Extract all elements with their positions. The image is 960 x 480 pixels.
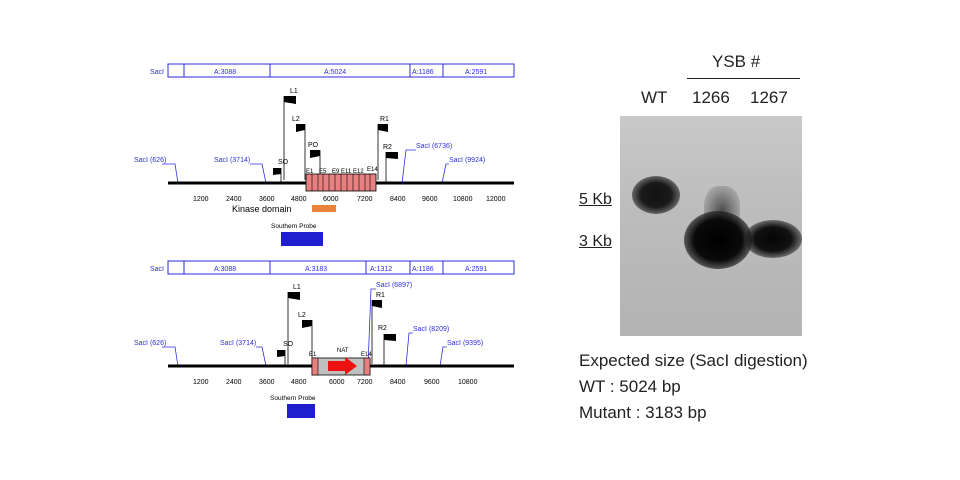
top-exon-e12: E12	[353, 169, 364, 175]
expected-size-heading: Expected size (SacI digestion)	[579, 351, 808, 370]
top-primer-l2-label: L2	[292, 116, 300, 123]
bottom-tick-9600: 9600	[424, 379, 440, 386]
gel-title: YSB #	[712, 52, 761, 71]
top-tick-3600: 3600	[259, 196, 275, 203]
bottom-probe-bar	[287, 404, 315, 418]
top-primer-po-label: PO	[308, 142, 319, 149]
top-tick-2400: 2400	[226, 196, 242, 203]
top-axis-ticks: 1200 2400 3600 4800 6000 7200 8400 9600 …	[193, 196, 506, 203]
bottom-primer-l2-label: L2	[298, 312, 306, 319]
bottom-primer-r2-label: R2	[378, 325, 387, 332]
top-header-seg-2: A:5024	[324, 69, 346, 76]
bottom-site-626: SacI (626)	[134, 340, 166, 347]
bottom-primer-r1: R1	[371, 292, 385, 364]
top-primer-so-label: SO	[278, 159, 289, 166]
marker-5kb: 5 Kb	[579, 191, 612, 208]
top-site-9924: SacI (9924)	[449, 157, 485, 164]
bottom-header-seg-1: A:3088	[214, 266, 236, 273]
bottom-tick-8400: 8400	[390, 379, 406, 386]
bottom-header-bar	[167, 260, 515, 275]
top-exon-e11: E11	[341, 169, 352, 175]
bottom-site-9395: SacI (9395)	[447, 340, 483, 347]
lane-label-1267: 1267	[750, 88, 788, 107]
top-primer-r1: R1	[377, 116, 389, 180]
bottom-tick-4800: 4800	[291, 379, 307, 386]
nat-cassette: E1 NAT E14	[309, 348, 372, 376]
bottom-map: SacI A:3088 A:3183 A:1312 A:1186 A:2591 …	[134, 260, 515, 418]
bottom-header-seg-3: A:1312	[370, 266, 392, 273]
bottom-tick-2400: 2400	[226, 379, 242, 386]
top-primer-r1-label: R1	[380, 116, 389, 123]
top-tick-10800: 10800	[453, 196, 473, 203]
top-site-6736: SacI (6736)	[416, 143, 452, 150]
nat-arrow	[328, 357, 357, 375]
top-tick-9600: 9600	[422, 196, 438, 203]
bottom-primer-so-label: SO	[283, 341, 294, 348]
top-exon-e1: E1	[306, 169, 314, 175]
bottom-header-seg-5: A:2591	[465, 266, 487, 273]
top-tick-12000: 12000	[486, 196, 506, 203]
top-primer-l1: L1	[283, 88, 298, 180]
band-1267	[744, 220, 802, 258]
top-exon-e5: E5	[319, 169, 327, 175]
bottom-primer-l1: L1	[287, 284, 301, 364]
top-primer-l1-label: L1	[290, 88, 298, 95]
top-header-sacI: SacI	[150, 69, 164, 76]
southern-blot-image	[620, 116, 802, 336]
bottom-site-6897: SacI (6897)	[376, 282, 412, 289]
bottom-tick-6000: 6000	[329, 379, 345, 386]
bottom-primer-r2: R2	[378, 325, 396, 366]
band-1266	[684, 211, 752, 269]
expected-size-wt: WT : 5024 bp	[579, 377, 681, 396]
top-primer-l2: L2	[292, 116, 306, 180]
bottom-tick-10800: 10800	[458, 379, 478, 386]
bottom-header-seg-4: A:1186	[412, 266, 434, 273]
top-header-bar	[167, 63, 515, 78]
bottom-primer-r1-label: R1	[376, 292, 385, 299]
top-site-626: SacI (626)	[134, 157, 166, 164]
top-probe-bar	[281, 232, 323, 246]
bottom-primer-l1-label: L1	[293, 284, 301, 291]
top-header-seg-4: A:2591	[465, 69, 487, 76]
kinase-domain-bar	[312, 205, 336, 212]
bottom-tick-7200: 7200	[357, 379, 373, 386]
bottom-tick-1200: 1200	[193, 379, 209, 386]
top-tick-8400: 8400	[390, 196, 406, 203]
bottom-site-3714: SacI (3714)	[220, 340, 256, 347]
bottom-exon-e14: E14	[361, 352, 372, 358]
bottom-tick-3600: 3600	[259, 379, 275, 386]
bottom-header-seg-2: A:3183	[305, 266, 327, 273]
bottom-site-8209: SacI (8209)	[413, 326, 449, 333]
top-exon-e14: E14	[367, 167, 378, 173]
gel-title-underline	[687, 78, 800, 79]
top-exon-block: E1 E5 E9 E11 E12 E14	[305, 167, 378, 192]
top-primer-r2-label: R2	[383, 144, 392, 151]
bottom-header-sacI: SacI	[150, 266, 164, 273]
top-primer-r2: R2	[383, 144, 398, 182]
band-wt	[632, 176, 680, 214]
top-header-seg-3: A:1186	[412, 69, 434, 76]
bottom-nat-label: NAT	[337, 348, 349, 354]
top-tick-6000: 6000	[323, 196, 339, 203]
bottom-primer-so: SO	[277, 341, 294, 366]
marker-3kb: 3 Kb	[579, 233, 612, 250]
bottom-primer-l2: L2	[298, 312, 313, 364]
top-header-seg-1: A:3088	[214, 69, 236, 76]
kinase-domain-label: Kinase domain	[232, 204, 292, 214]
lane-label-1266: 1266	[692, 88, 730, 107]
top-tick-1200: 1200	[193, 196, 209, 203]
top-tick-7200: 7200	[357, 196, 373, 203]
bottom-axis-ticks: 1200 2400 3600 4800 6000 7200 8400 9600 …	[193, 379, 478, 386]
top-site-3714: SacI (3714)	[214, 157, 250, 164]
top-tick-4800: 4800	[291, 196, 307, 203]
expected-size-mutant: Mutant : 3183 bp	[579, 403, 707, 422]
bottom-exon-e1: E1	[309, 352, 317, 358]
bottom-probe-label: Southern Probe	[270, 395, 316, 402]
top-probe-label: Southern Probe	[271, 223, 317, 230]
top-map: SacI A:3088 A:5024 A:1186 A:2591 SacI (6…	[134, 63, 515, 246]
lane-label-wt: WT	[641, 88, 668, 107]
top-exon-e9: E9	[332, 169, 340, 175]
top-primer-so: SO	[273, 159, 289, 182]
